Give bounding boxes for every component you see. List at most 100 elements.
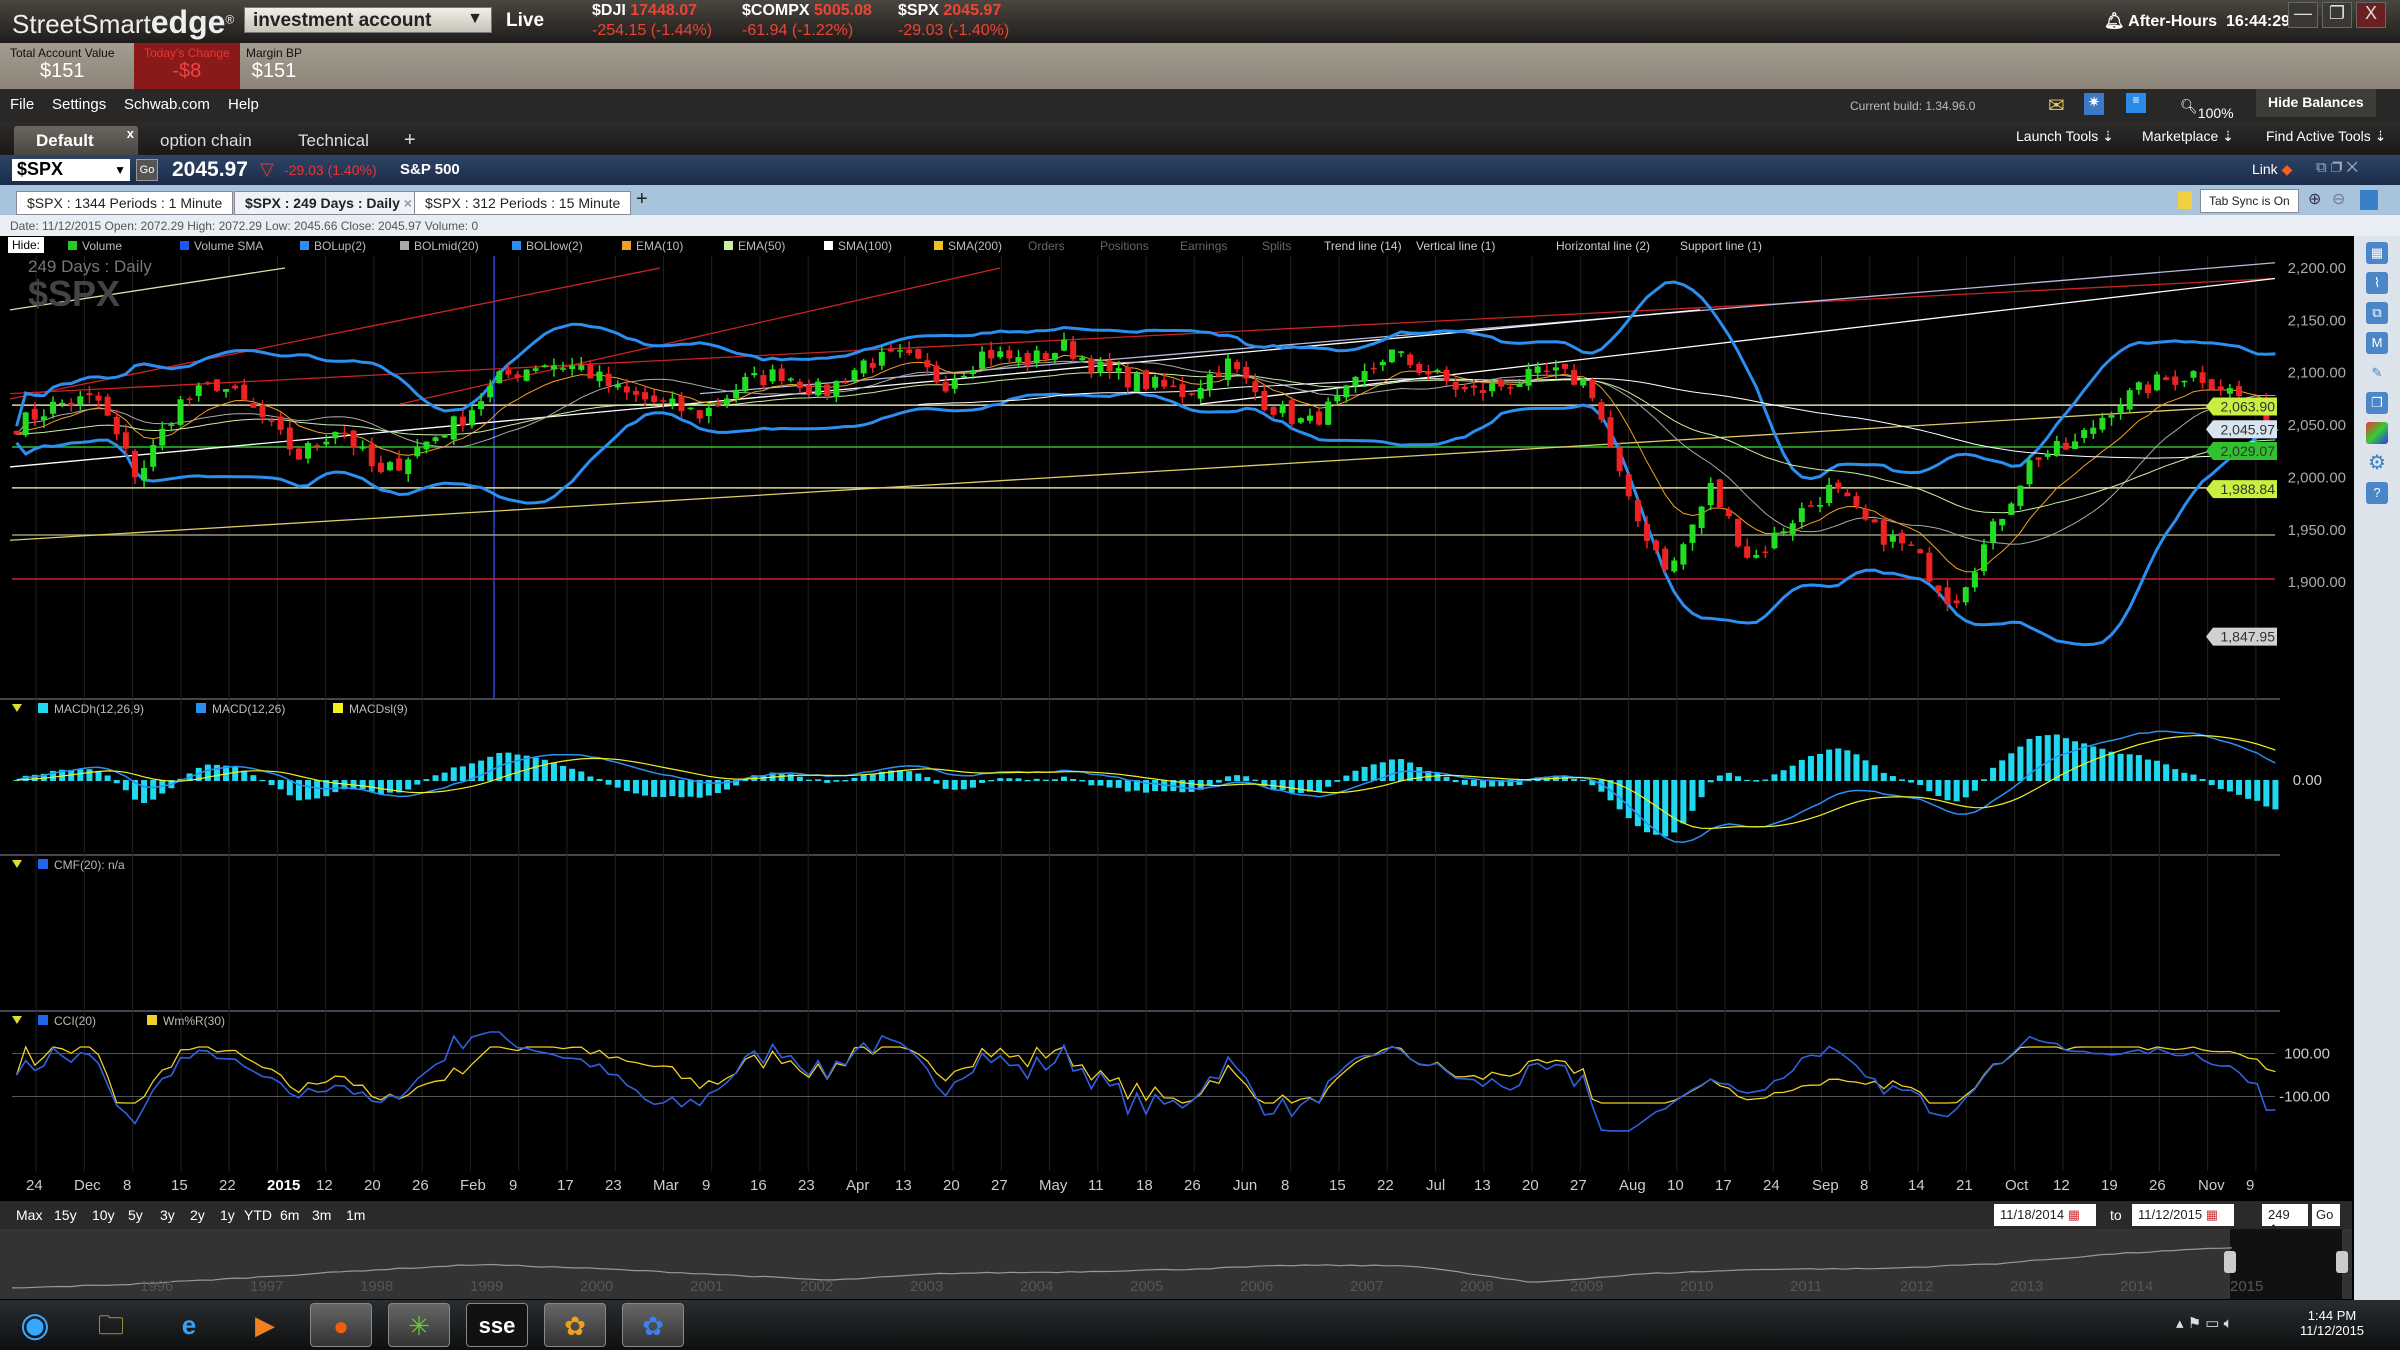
alert-icon[interactable]: ✷	[2084, 93, 2104, 115]
line-chart-icon[interactable]: ⌇	[2366, 272, 2388, 294]
minimize-button[interactable]: —	[2288, 2, 2318, 28]
legend-item[interactable]: Vertical line (1)	[1416, 239, 1496, 253]
legend-item[interactable]: BOLlow(2)	[512, 239, 583, 253]
menu-file[interactable]: File	[10, 96, 35, 113]
legend-item[interactable]: Horizontal line (2)	[1556, 239, 1651, 253]
range-button-15y[interactable]: 15y	[54, 1207, 77, 1223]
calendar-icon[interactable]: ▦	[2205, 1207, 2219, 1222]
tab-default[interactable]: Default x	[14, 126, 138, 155]
range-go-button[interactable]: Go	[2312, 1204, 2340, 1226]
legend-item[interactable]: SMA(100)	[824, 239, 892, 253]
chart-tab-1min[interactable]: $SPX : 1344 Periods : 1 Minute	[16, 191, 234, 215]
legend-item[interactable]: Splits	[1262, 239, 1292, 253]
legend-item[interactable]: SMA(200)	[934, 239, 1002, 253]
zoom-level[interactable]: 🔍︎ 100%	[2180, 98, 2234, 121]
add-tab-button[interactable]: +	[404, 129, 416, 151]
range-button-5y[interactable]: 5y	[128, 1207, 143, 1223]
range-button-10y[interactable]: 10y	[92, 1207, 115, 1223]
account-select[interactable]: investment account ▼	[244, 7, 492, 33]
close-icon[interactable]: ×	[403, 195, 412, 211]
quote-dji[interactable]: $DJI 17448.07 -254.15 (-1.44%)	[592, 2, 713, 39]
blue-app-icon[interactable]: ✿	[622, 1303, 684, 1347]
navigator-handle[interactable]	[2336, 1251, 2348, 1273]
candle	[86, 393, 93, 396]
go-button[interactable]: Go	[136, 159, 158, 181]
range-button-6m[interactable]: 6m	[280, 1207, 300, 1223]
chart-tab-daily[interactable]: $SPX : 249 Days : Daily ×	[234, 191, 423, 215]
system-tray-icons[interactable]: ▴ ⚑ ▭ 🔈︎	[2176, 1315, 2233, 1332]
green-app-icon[interactable]: ✳	[388, 1303, 450, 1347]
chart-tab-15min[interactable]: $SPX : 312 Periods : 15 Minute	[414, 191, 632, 215]
from-date-input[interactable]: 11/18/2014 ▦	[1994, 1204, 2096, 1226]
legend-item[interactable]: Earnings	[1180, 239, 1228, 253]
menu-help[interactable]: Help	[228, 96, 259, 113]
menu-settings[interactable]: Settings	[52, 96, 107, 113]
internet-explorer-icon[interactable]: e	[181, 1310, 197, 1340]
add-chart-tab-button[interactable]: +	[636, 188, 648, 210]
macd-histogram-bar	[1671, 780, 1678, 833]
hide-balances-button[interactable]: Hide Balances	[2256, 89, 2376, 117]
link-button[interactable]: Link ◆	[2252, 161, 2293, 177]
legend-item[interactable]: Volume SMA	[180, 239, 263, 253]
range-button-1m[interactable]: 1m	[346, 1207, 366, 1223]
macd-histogram-bar	[805, 779, 812, 781]
legend-item[interactable]: Volume	[68, 239, 122, 253]
legend-item[interactable]: Support line (1)	[1680, 239, 1763, 253]
start-button[interactable]: ◉	[20, 1306, 50, 1344]
media-player-icon[interactable]: ▶	[255, 1310, 275, 1340]
gear-icon[interactable]: ⚙	[2368, 452, 2386, 474]
study-icon[interactable]: M	[2366, 332, 2388, 354]
orange-app-icon[interactable]: ✿	[544, 1303, 606, 1347]
legend-item[interactable]: BOLup(2)	[300, 239, 366, 253]
history-navigator[interactable]: 1996 1997 1998 1999 2000 2001 2002 2003 2004 2005…	[0, 1229, 2352, 1299]
range-button-2y[interactable]: 2y	[190, 1207, 205, 1223]
period-count-stepper[interactable]: 249 ⇕	[2262, 1204, 2308, 1237]
legend-item[interactable]: Orders	[1028, 239, 1065, 253]
symbol-input[interactable]: $SPX ▼	[12, 159, 130, 181]
legend-item[interactable]: EMA(10)	[622, 239, 683, 253]
to-date-input[interactable]: 11/12/2015 ▦	[2132, 1204, 2234, 1226]
menu-schwab[interactable]: Schwab.com	[124, 96, 210, 113]
file-explorer-icon[interactable]: 🗀︎	[97, 1310, 124, 1340]
firefox-icon[interactable]: ●	[310, 1303, 372, 1347]
sse-app-icon[interactable]: sse	[466, 1303, 528, 1347]
legend-swatch	[333, 703, 343, 713]
tab-technical[interactable]: Technical	[298, 131, 369, 150]
find-active-tools-menu[interactable]: Find Active Tools ⇣	[2266, 128, 2387, 144]
quote-compx[interactable]: $COMPX 5005.08 -61.94 (-1.22%)	[742, 2, 872, 39]
price-chart[interactable]: 249 Days : Daily$SPX 2,200.00 2,150.00 2,10…	[0, 256, 2352, 1171]
mail-icon[interactable]: ✉	[2048, 95, 2065, 117]
calendar-icon[interactable]: ▦	[2067, 1207, 2081, 1222]
window-controls[interactable]: ⧉ ❐ ✕	[2316, 159, 2358, 176]
compare-icon[interactable]: ⧉	[2366, 302, 2388, 324]
legend-item[interactable]: BOLmid(20)	[400, 239, 479, 253]
legend-item[interactable]: EMA(50)	[724, 239, 785, 253]
tab-option-chain[interactable]: option chain	[160, 131, 252, 150]
help-icon[interactable]: ?	[2366, 482, 2388, 504]
navigator-handle[interactable]	[2224, 1251, 2236, 1273]
range-button-3m[interactable]: 3m	[312, 1207, 332, 1223]
table-icon[interactable]: ▦	[2366, 242, 2388, 264]
save-icon[interactable]	[2360, 190, 2378, 210]
color-icon[interactable]	[2366, 422, 2388, 444]
note-icon[interactable]	[2178, 191, 2192, 209]
draw-icon[interactable]: ✎	[2371, 365, 2383, 380]
range-button-1y[interactable]: 1y	[220, 1207, 235, 1223]
range-button-3y[interactable]: 3y	[160, 1207, 175, 1223]
tab-sync-button[interactable]: Tab Sync is On	[2200, 189, 2299, 213]
launch-tools-menu[interactable]: Launch Tools ⇣	[2016, 128, 2114, 144]
quote-spx[interactable]: $SPX 2045.97 -29.03 (-1.40%)	[898, 2, 1010, 39]
marketplace-menu[interactable]: Marketplace ⇣	[2142, 128, 2234, 144]
legend-item[interactable]: Trend line (14)	[1324, 239, 1402, 253]
maximize-button[interactable]: ❐	[2322, 2, 2352, 28]
range-button-max[interactable]: Max	[16, 1207, 43, 1223]
zoom-out-icon[interactable]: ⊖	[2332, 191, 2346, 208]
navigator-year-label: 2007	[1350, 1278, 1383, 1295]
legend-item[interactable]: Positions	[1100, 239, 1149, 253]
chat-icon[interactable]: ≡	[2126, 93, 2146, 113]
close-icon[interactable]: x	[126, 126, 134, 141]
zoom-in-icon[interactable]: ⊕	[2308, 191, 2322, 208]
range-button-ytd[interactable]: YTD	[244, 1207, 272, 1223]
layout-icon[interactable]: ❐	[2366, 392, 2388, 414]
close-button[interactable]: X	[2356, 2, 2386, 28]
